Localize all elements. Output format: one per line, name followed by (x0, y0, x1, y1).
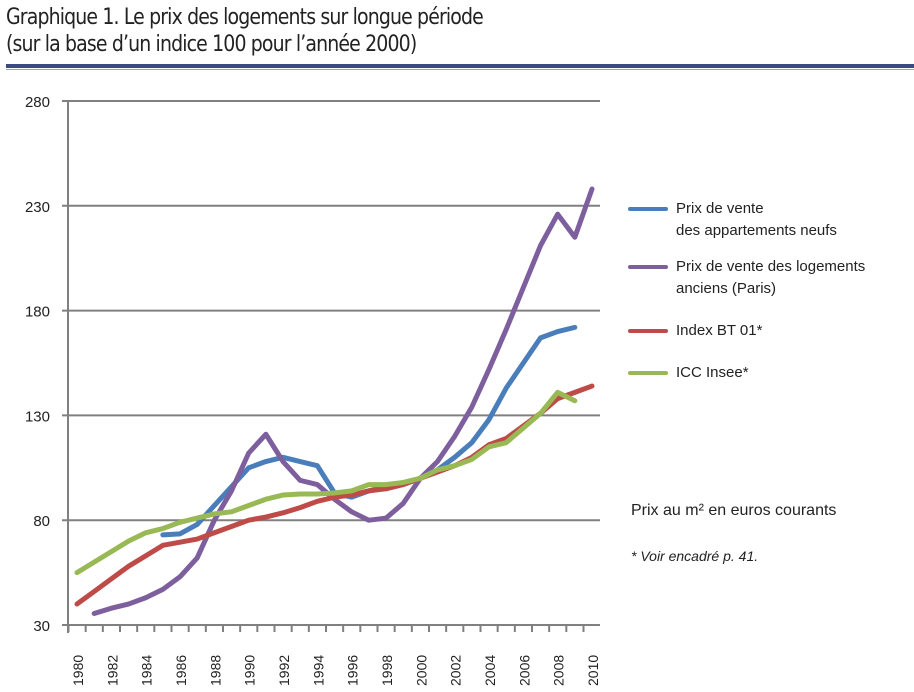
y-tick-label: 30 (33, 618, 50, 635)
x-tick-label: 1990 (242, 655, 258, 686)
legend-swatch (628, 207, 668, 211)
x-tick-label: 1988 (207, 655, 223, 686)
series-line-2 (74, 383, 595, 607)
y-tick-label: 280 (25, 94, 50, 111)
title-rule-thin (6, 69, 914, 70)
legend-label-line: Index BT 01* (676, 322, 763, 339)
legend-swatch (628, 329, 668, 333)
legend-label-line: Prix de vente des logements (676, 258, 866, 275)
title-line-2: (sur la base d’un indice 100 pour l’anné… (6, 32, 417, 57)
y-tick-label: 180 (25, 304, 50, 321)
footnote: * Voir encadré p. 41. (631, 548, 759, 564)
x-tick-label: 1994 (310, 655, 326, 686)
x-tick-label: 1992 (276, 655, 292, 686)
x-tick-label: 2006 (516, 655, 532, 686)
x-tick-label: 1984 (139, 655, 155, 686)
x-tick-label: 1986 (173, 655, 189, 686)
y-tick-label: 80 (33, 513, 50, 530)
x-tick-label: 2010 (585, 655, 601, 686)
legend-label: Prix de vente des appartements neufs (676, 198, 837, 242)
x-tick-label: 2004 (482, 655, 498, 686)
x-tick-label: 2000 (413, 655, 429, 686)
y-tick-label: 230 (25, 199, 50, 216)
title-line-1: Graphique 1. Le prix des logements sur l… (6, 5, 484, 30)
x-tick-label: 1998 (379, 655, 395, 686)
legend-label-line: ICC Insee* (676, 364, 749, 381)
series-line-3 (74, 389, 578, 576)
x-tick-label: 2002 (448, 655, 464, 686)
legend-label: Prix de vente des logements anciens (Pari… (676, 256, 865, 300)
legend-label-line: anciens (Paris) (676, 280, 777, 297)
x-tick-label: 1982 (104, 655, 120, 686)
legend-swatch (628, 371, 668, 375)
title-rule (6, 64, 914, 68)
series-line-1 (91, 186, 595, 616)
legend-label-line: des appartements neufs (676, 222, 837, 239)
legend-label: ICC Insee* (676, 362, 749, 384)
legend-label: Index BT 01* (676, 320, 762, 342)
legend-label-line: Prix de vente (676, 200, 764, 217)
x-tick-label: 1996 (345, 655, 361, 686)
x-tick-label: 1980 (70, 655, 86, 686)
unit-note: Prix au m² en euros courants (631, 502, 837, 519)
legend-swatch (628, 265, 668, 269)
x-tick-label: 2008 (551, 655, 567, 686)
chart-title: Graphique 1. Le prix des logements sur l… (6, 4, 484, 58)
y-tick-label: 130 (25, 408, 50, 425)
